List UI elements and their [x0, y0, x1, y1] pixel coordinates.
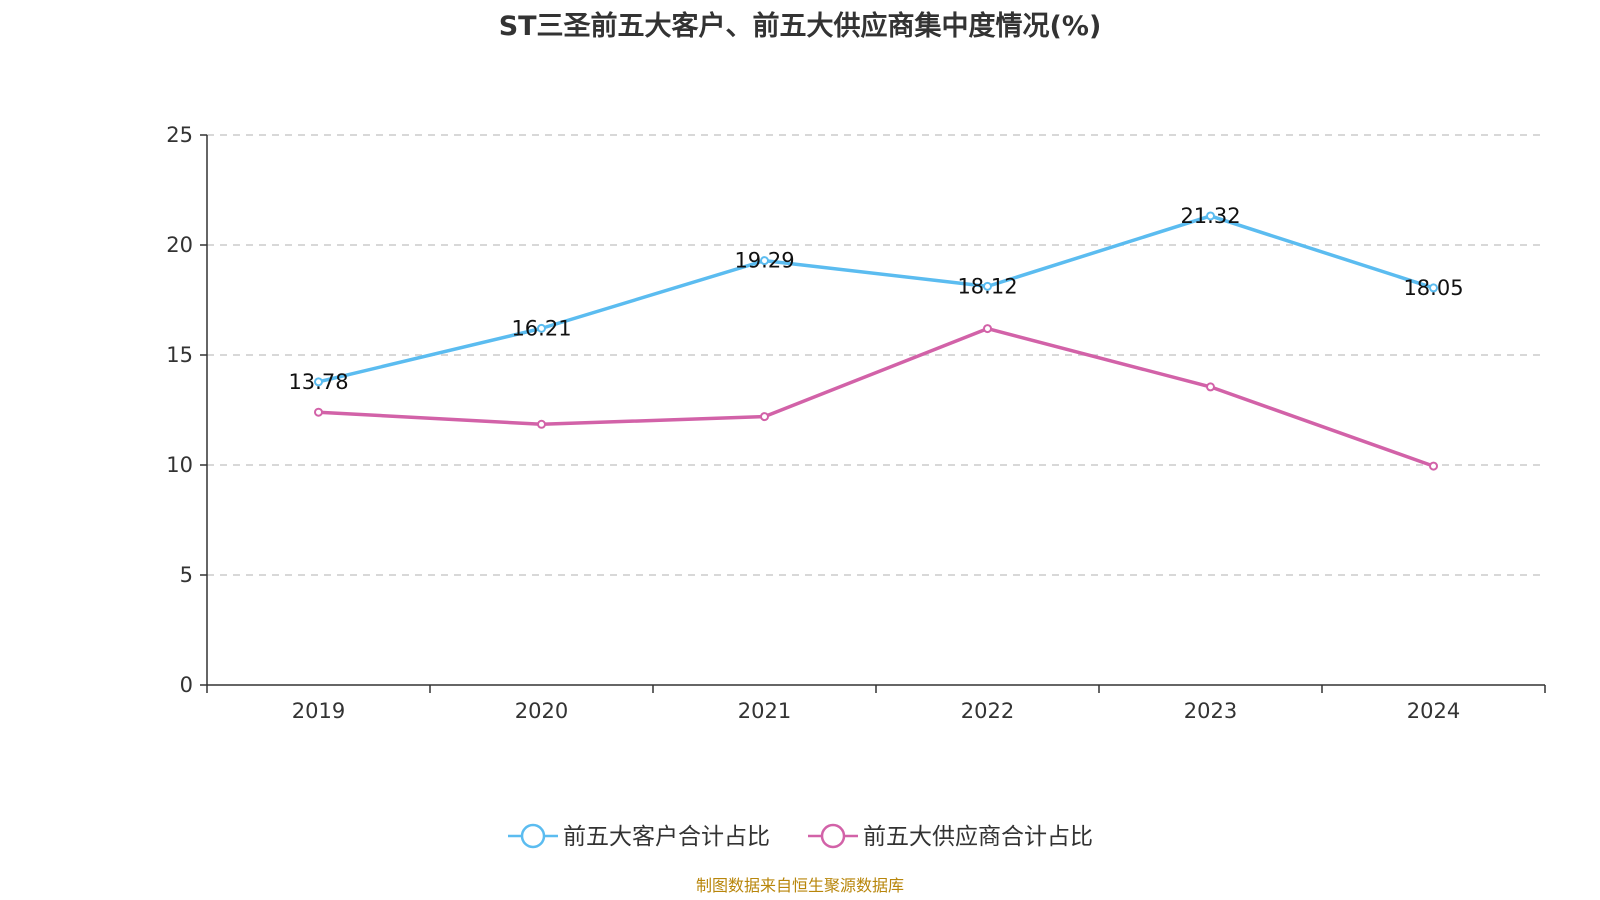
- data-point-0-2021: [760, 256, 769, 266]
- data-point-1-2023: [1206, 382, 1215, 392]
- axes: 0 5 10 15 20 25 2019 2020 2021 2022 2023 2024: [166, 123, 1546, 723]
- data-label-2024: 18.05: [1403, 276, 1463, 300]
- y-tick-label: 10: [166, 453, 193, 477]
- grid-lines: [207, 134, 1545, 576]
- data-point-1-2020: [537, 419, 546, 429]
- data-label-2022: 18.12: [957, 274, 1017, 298]
- x-tick-label-2022: 2022: [961, 699, 1014, 723]
- legend-marker-0: [520, 823, 546, 849]
- legend-label-1: 前五大供应商合计占比: [863, 824, 1093, 850]
- y-tick-label: 0: [180, 673, 193, 697]
- data-point-0-2022: [983, 281, 992, 291]
- data-point-0-2020: [537, 323, 546, 333]
- legend-marker-1: [820, 823, 846, 849]
- series-line-0: [318, 214, 1435, 384]
- data-point-1-2021: [760, 412, 769, 422]
- y-tick-label: 25: [166, 123, 193, 147]
- x-tick-label-2020: 2020: [515, 699, 568, 723]
- legend[interactable]: 前五大客户合计占比 前五大供应商合计占比: [508, 823, 1093, 850]
- x-tick-label-2021: 2021: [738, 699, 791, 723]
- y-tick-label: 20: [166, 233, 193, 257]
- data-label-2019: 13.78: [288, 370, 348, 394]
- data-labels: 13.78 16.21 19.29 18.12 21.32 18.05: [288, 204, 1463, 394]
- data-point-0-2023: [1206, 211, 1215, 221]
- x-tick-label-2024: 2024: [1407, 699, 1460, 723]
- data-point-1-2019: [314, 407, 323, 417]
- data-label-2020: 16.21: [511, 316, 571, 340]
- x-tick-label-2023: 2023: [1184, 699, 1237, 723]
- series-line-1: [318, 326, 1435, 468]
- x-tick-label-2019: 2019: [292, 699, 345, 723]
- y-tick-label: 15: [166, 343, 193, 367]
- data-point-1-2024: [1429, 461, 1438, 471]
- series: [314, 211, 1438, 471]
- source-note: 制图数据来自恒生聚源数据库: [695, 876, 904, 895]
- data-point-0-2024: [1429, 283, 1438, 293]
- data-point-1-2022: [983, 324, 992, 334]
- legend-label-0: 前五大客户合计占比: [563, 824, 770, 850]
- data-label-2021: 19.29: [734, 249, 794, 273]
- y-tick-label: 5: [180, 563, 193, 587]
- data-point-0-2019: [314, 377, 323, 387]
- chart-title: ST三圣前五大客户、前五大供应商集中度情况(%): [498, 11, 1102, 42]
- data-label-2023: 21.32: [1180, 204, 1240, 228]
